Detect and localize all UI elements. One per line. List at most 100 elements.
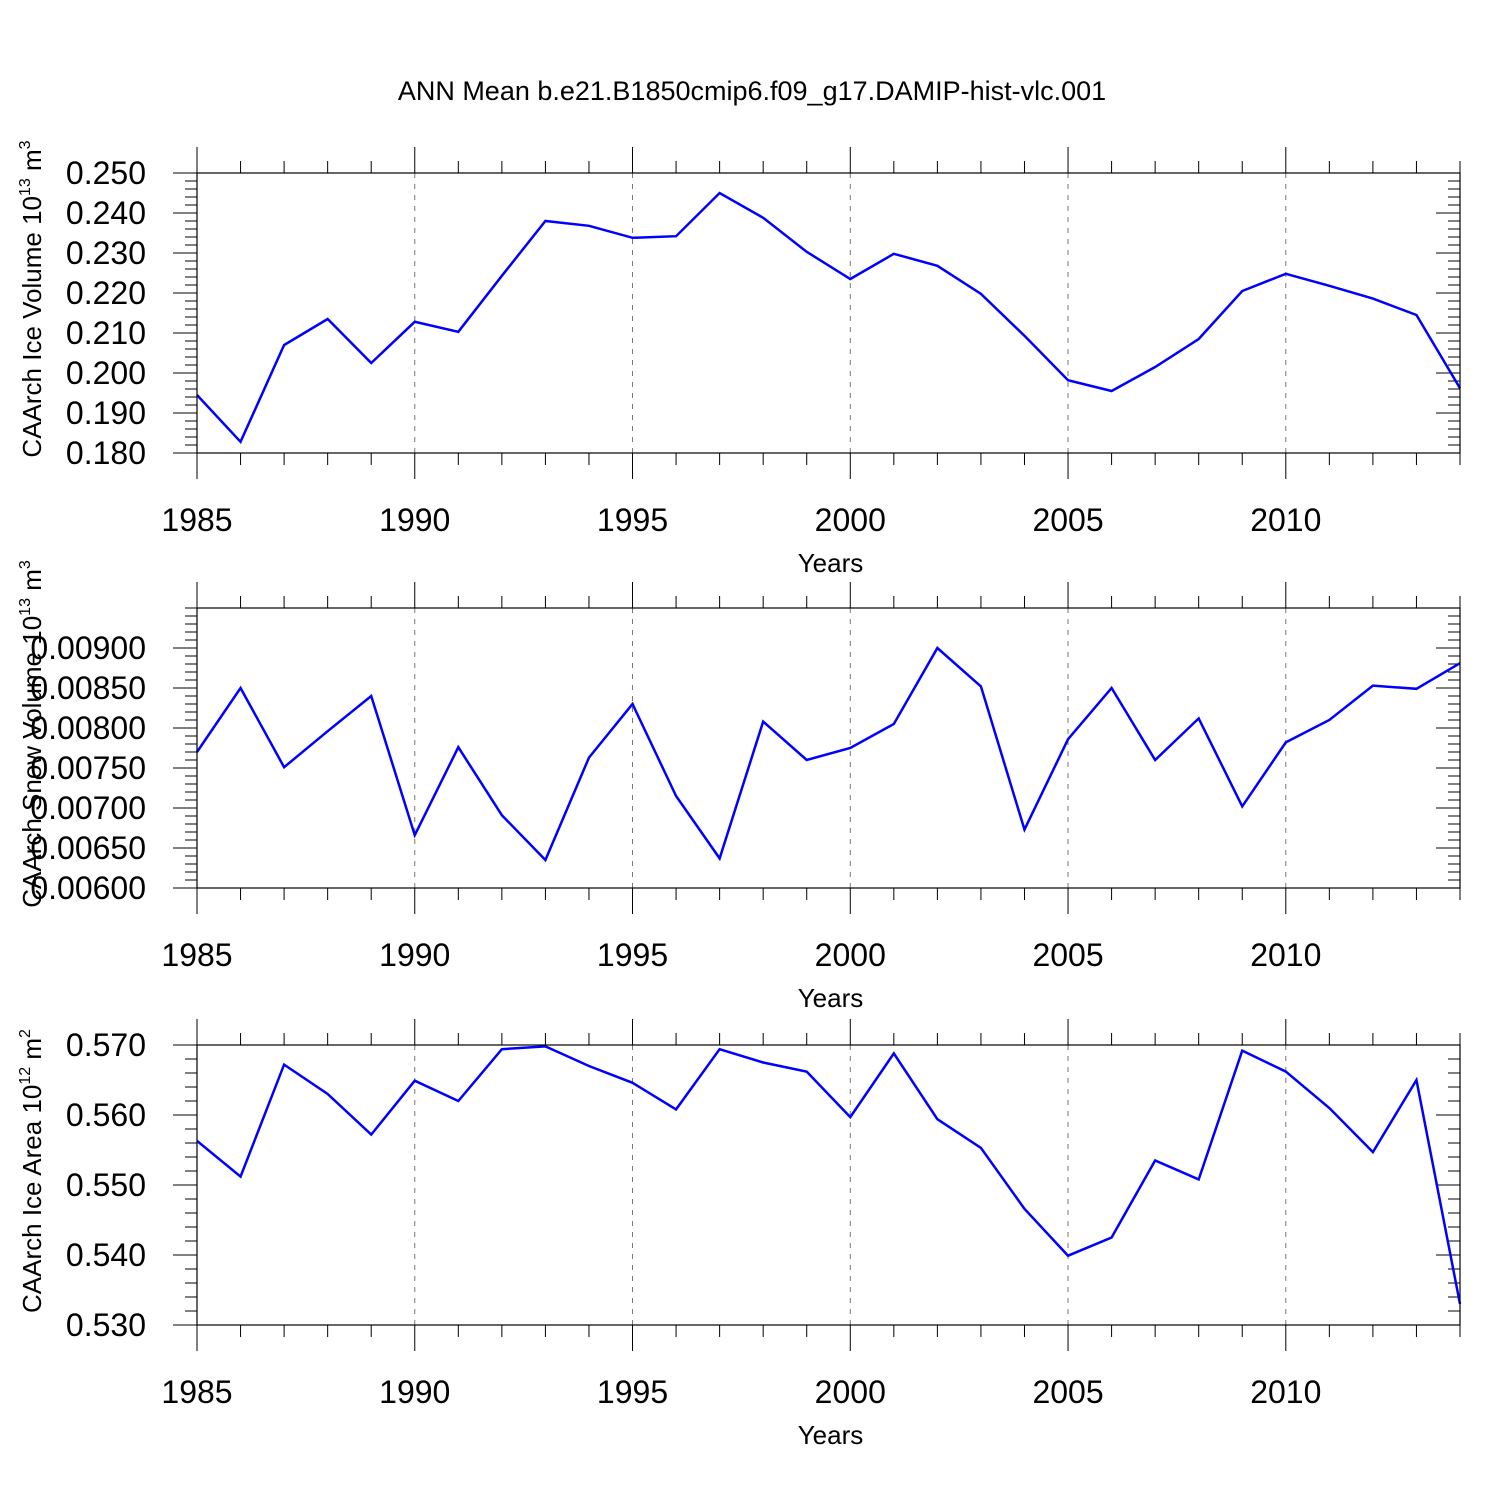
data-point: [543, 858, 547, 862]
data-series-line: [196, 191, 1462, 445]
data-point: [1153, 1159, 1157, 1163]
data-point: [1240, 1049, 1244, 1053]
data-point: [718, 856, 722, 860]
data-series-line: [196, 1045, 1462, 1305]
y-tick-label: 0.00600: [30, 870, 146, 906]
data-point: [674, 794, 678, 798]
y-tick-label: 0.00650: [30, 830, 146, 866]
panels-container: 0.180 0.190 0.200 0.210 0.220 0.230 0.240 0.250…: [17, 140, 1462, 1450]
x-tick-label: 1990: [379, 1374, 450, 1410]
data-point: [500, 813, 504, 817]
x-tick-label: 1995: [597, 937, 668, 973]
data-point: [413, 833, 417, 837]
data-point: [282, 343, 286, 347]
y-tick-label: 0.00900: [30, 630, 146, 666]
x-tick-label: 1990: [379, 502, 450, 538]
data-point: [935, 1117, 939, 1121]
y-tick-label: 0.220: [66, 275, 146, 311]
data-point: [1197, 716, 1201, 720]
data-point: [239, 440, 243, 444]
data-point: [935, 264, 939, 268]
x-tick-label: 1995: [597, 502, 668, 538]
x-axis-label: Years: [798, 1420, 864, 1450]
data-point: [1110, 389, 1114, 393]
data-point: [1066, 378, 1070, 382]
data-point: [500, 274, 504, 278]
chart-panel-2: 0.00600 0.00650 0.00700 0.00750 0.00800 0.008…: [17, 560, 1461, 1013]
data-point: [1284, 272, 1288, 276]
data-point: [761, 1061, 765, 1065]
y-axis-label: CAArch Ice Area 1012 m2: [17, 1029, 47, 1313]
data-point: [369, 361, 373, 365]
y-tick-label: 0.200: [66, 355, 146, 391]
data-point: [1284, 740, 1288, 744]
data-point: [1327, 284, 1331, 288]
data-point: [500, 1047, 504, 1051]
y-tick-label: 0.540: [66, 1237, 146, 1273]
data-point: [1110, 1236, 1114, 1240]
x-tick-label: 1995: [597, 1374, 668, 1410]
data-point: [282, 765, 286, 769]
data-point: [892, 252, 896, 256]
x-tick-label: 2005: [1032, 502, 1103, 538]
data-point: [239, 1175, 243, 1179]
x-tick-label: 2000: [815, 937, 886, 973]
data-point: [892, 722, 896, 726]
y-tick-label: 0.550: [66, 1167, 146, 1203]
chart-panel-1: 0.180 0.190 0.200 0.210 0.220 0.230 0.240 0.250…: [17, 140, 1462, 578]
data-point: [1371, 1150, 1375, 1154]
data-point: [543, 219, 547, 223]
x-tick-label: 2010: [1250, 937, 1321, 973]
data-point: [979, 292, 983, 296]
y-tick-label: 0.00750: [30, 750, 146, 786]
data-point: [631, 236, 635, 240]
data-point: [1066, 737, 1070, 741]
data-point: [1197, 337, 1201, 341]
y-tick-label: 0.00850: [30, 670, 146, 706]
data-point: [979, 684, 983, 688]
x-tick-label: 2010: [1250, 1374, 1321, 1410]
data-point: [1371, 297, 1375, 301]
data-point: [1153, 758, 1157, 762]
chart-panel-3: 0.530 0.540 0.550 0.560 0.570 1985 1990 1995 200…: [17, 1019, 1462, 1450]
data-point: [456, 330, 460, 334]
data-point: [456, 745, 460, 749]
data-point: [1110, 686, 1114, 690]
y-tick-label: 0.190: [66, 395, 146, 431]
data-point: [761, 720, 765, 724]
data-point: [979, 1146, 983, 1150]
x-tick-label: 1990: [379, 937, 450, 973]
data-point: [718, 191, 722, 195]
figure-title: ANN Mean b.e21.B1850cmip6.f09_g17.DAMIP-…: [398, 76, 1106, 106]
data-point: [1327, 718, 1331, 722]
data-point: [848, 1115, 852, 1119]
data-point: [587, 1064, 591, 1068]
data-point: [1022, 1207, 1026, 1211]
y-tick-label: 0.230: [66, 235, 146, 271]
data-point: [239, 686, 243, 690]
x-tick-label: 2000: [815, 502, 886, 538]
x-tick-label: 2010: [1250, 502, 1321, 538]
data-point: [1197, 1177, 1201, 1181]
data-point: [892, 1051, 896, 1055]
data-point: [1240, 289, 1244, 293]
data-point: [369, 694, 373, 698]
data-point: [1022, 334, 1026, 338]
data-point: [587, 756, 591, 760]
data-point: [369, 1133, 373, 1137]
data-point: [1414, 687, 1418, 691]
x-axis-label: Years: [798, 548, 864, 578]
data-point: [413, 320, 417, 324]
data-point: [1284, 1070, 1288, 1074]
x-axis-label: Years: [798, 983, 864, 1013]
data-point: [326, 1092, 330, 1096]
y-tick-label: 0.530: [66, 1307, 146, 1343]
data-point: [805, 758, 809, 762]
data-series-line: [195, 646, 1461, 863]
data-point: [326, 729, 330, 733]
data-point: [413, 1079, 417, 1083]
data-point: [935, 646, 939, 650]
data-point: [848, 277, 852, 281]
data-point: [674, 1107, 678, 1111]
data-point: [1414, 1078, 1418, 1082]
